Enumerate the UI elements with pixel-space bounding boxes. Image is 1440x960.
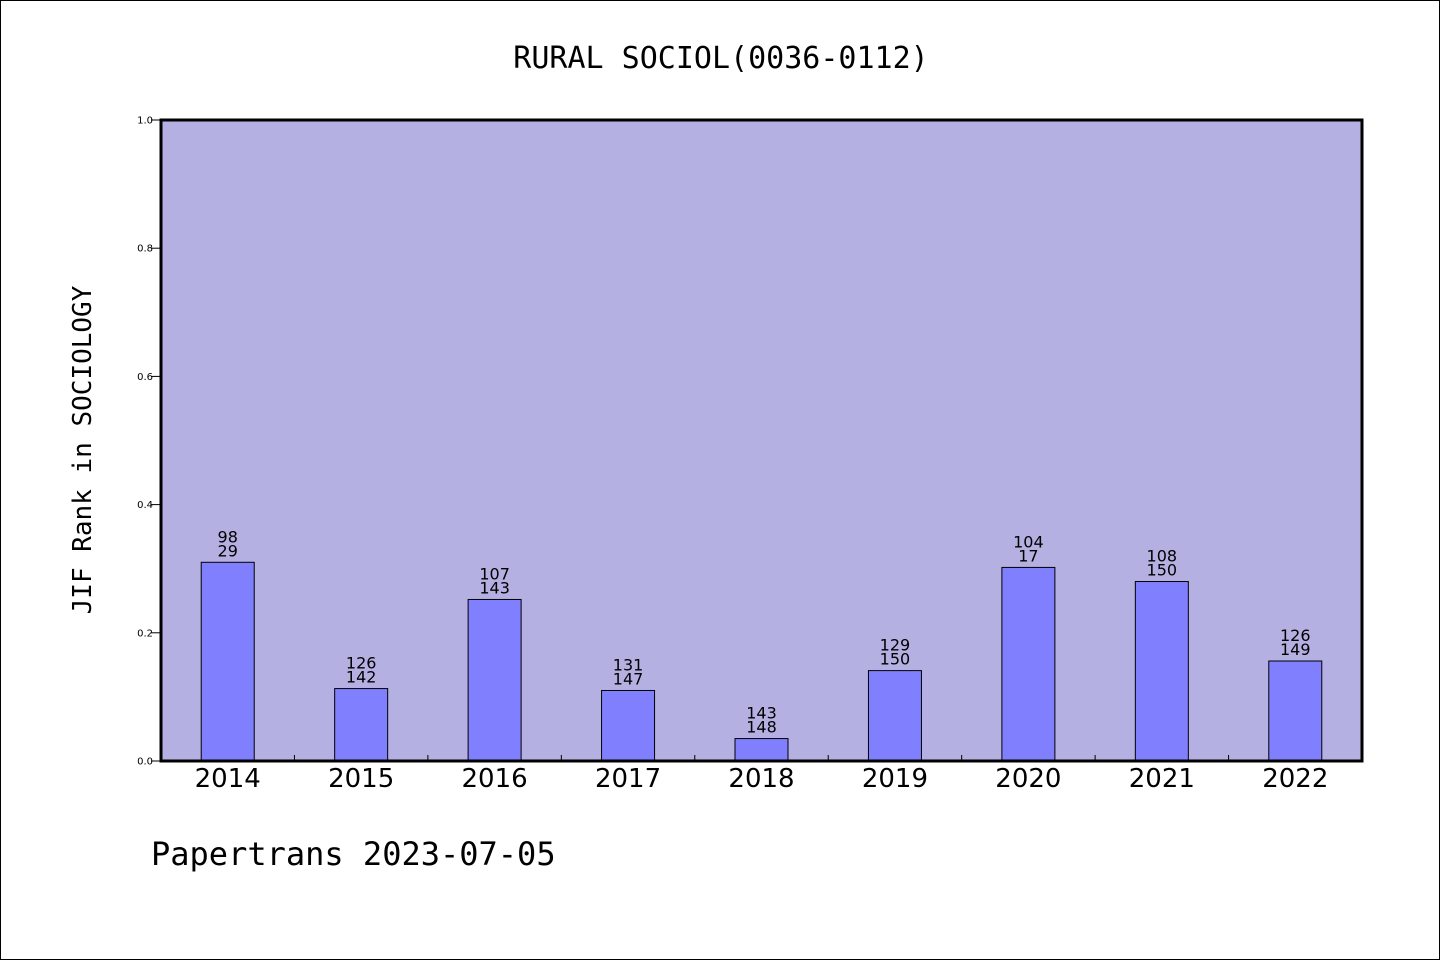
bar-label-bottom: 150	[880, 650, 911, 669]
bar-label-bottom: 147	[613, 669, 644, 688]
bar-label-bottom: 143	[479, 578, 510, 597]
bar-label-top: 143	[746, 704, 777, 723]
x-tick-label: 2017	[595, 764, 661, 794]
x-axis-ticks: 2014 2015 2016 2017 2018 2019 2020 2021 2022	[195, 755, 1328, 794]
y-tick-label: 1.0	[137, 116, 153, 127]
x-tick-label: 2018	[728, 764, 794, 794]
bar-label-bottom: 150	[1147, 561, 1178, 580]
bar	[200, 561, 255, 762]
x-tick-label: 2021	[1129, 764, 1195, 794]
y-axis-ticks: 0.0 0.2 0.4 0.6 0.8 1.0	[137, 116, 161, 768]
bar-label-top: 129	[880, 636, 911, 655]
bar	[467, 598, 522, 762]
y-tick-label: 0.2	[137, 628, 153, 639]
bar-label-bottom: 148	[746, 718, 777, 737]
bar	[601, 689, 656, 762]
bar-label-bottom: 29	[218, 541, 238, 560]
y-axis-label: JIF Rank in SOCIOLOGY	[68, 285, 98, 614]
bar-label-top: 126	[346, 654, 377, 673]
bar-label-top: 98	[218, 527, 238, 546]
y-tick-label: 0.4	[137, 500, 153, 511]
bar	[1001, 566, 1056, 762]
bar	[1134, 581, 1189, 762]
x-tick-label: 2020	[995, 764, 1061, 794]
chart-title: RURAL SOCIOL(0036-0112)	[513, 41, 928, 76]
x-tick-label: 2014	[195, 764, 261, 794]
x-tick-label: 2015	[328, 764, 394, 794]
y-tick-label: 0.8	[137, 244, 153, 255]
bar	[334, 688, 389, 762]
bar-label-bottom: 142	[346, 668, 377, 687]
x-tick-label: 2022	[1262, 764, 1328, 794]
bar-label-top: 126	[1280, 626, 1311, 645]
y-tick-label: 0.6	[137, 372, 153, 383]
bar-label-top: 107	[479, 564, 510, 583]
bar-label-top: 108	[1147, 547, 1178, 566]
bar-label-bottom: 149	[1280, 640, 1311, 659]
x-tick-label: 2019	[862, 764, 928, 794]
bar	[867, 670, 922, 762]
bar-label-bottom: 17	[1018, 546, 1038, 565]
y-tick-label: 0.0	[137, 757, 153, 768]
bar	[1268, 660, 1323, 762]
plot-frame	[159, 118, 1364, 763]
x-tick-label: 2016	[462, 764, 528, 794]
bar-label-top: 131	[613, 655, 644, 674]
bar	[734, 738, 789, 762]
bar-label-top: 104	[1013, 532, 1044, 551]
footer-caption: Papertrans 2023-07-05	[151, 835, 556, 873]
